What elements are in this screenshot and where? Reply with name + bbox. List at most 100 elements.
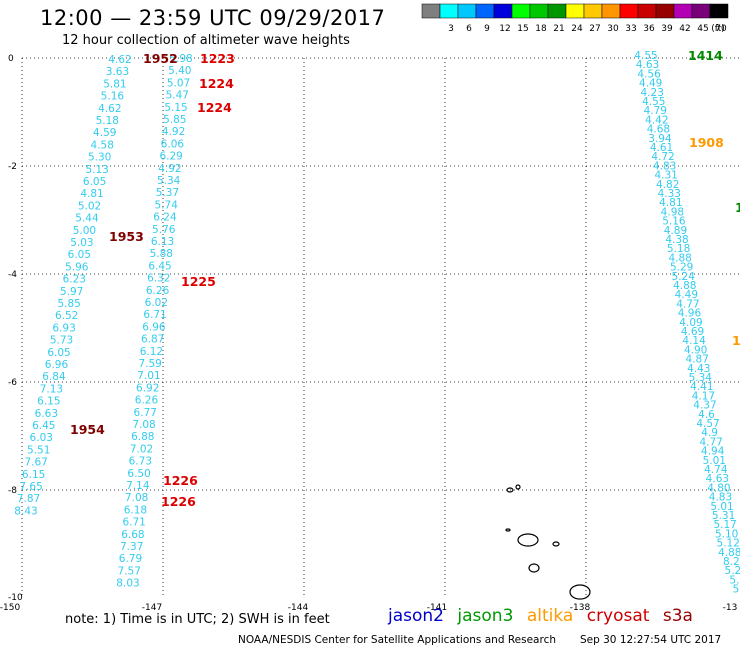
wave-height-label: 5.40 (168, 65, 191, 77)
wave-height-label: 4.33 (658, 188, 681, 200)
scale-label: 33 (625, 24, 636, 34)
pass-time-label: 1224 (199, 76, 234, 91)
wave-height-label: 5 (733, 584, 740, 596)
wave-height-label: 5.29 (670, 262, 693, 274)
wave-height-label: 5.85 (57, 298, 80, 310)
legend-s3a: s3a (662, 606, 693, 626)
wave-height-label: 6.05 (68, 249, 91, 261)
pass-time-label: 1223 (200, 51, 235, 66)
wave-height-label: 5.47 (166, 90, 189, 102)
wave-height-label: 4.83 (653, 160, 676, 172)
wave-height-label: 6.96 (142, 321, 166, 333)
y-tick-label: -6 (8, 378, 17, 388)
wave-height-label: 6.15 (37, 396, 60, 408)
x-tick-label: -150 (0, 603, 20, 613)
wave-height-label: 4.37 (693, 400, 716, 412)
legend-altika: altika (526, 606, 574, 626)
wave-height-label: 5.12 (717, 538, 740, 550)
wave-height-label: 4.49 (675, 289, 698, 301)
island-outline (515, 484, 521, 490)
scale-label: 30 (607, 24, 619, 34)
scale-label: 15 (517, 24, 528, 34)
wave-height-label: 5. (729, 574, 739, 586)
wave-height-label: 7.08 (125, 492, 148, 504)
wave-height-label: 4.72 (651, 151, 674, 163)
wave-height-label: 5.44 (75, 213, 99, 225)
wave-height-label: 6.50 (127, 468, 150, 480)
scale-label: 18 (535, 24, 547, 34)
wave-height-label: 6.63 (35, 408, 58, 420)
wave-height-label: 5.03 (70, 237, 93, 249)
wave-height-label: 5.96 (65, 261, 89, 273)
wave-height-label: 5.13 (85, 164, 108, 176)
x-tick-label: -13 (723, 603, 738, 613)
wave-height-label: 4.41 (690, 381, 713, 393)
wave-height-label: 6.87 (141, 334, 164, 346)
wave-height-label: 5.17 (713, 519, 736, 531)
wave-height-label: 4.88 (668, 252, 691, 264)
wave-height-label: 5.16 (101, 91, 125, 103)
wave-height-label: 4.62 (98, 103, 121, 115)
wave-height-label: 5.30 (88, 152, 111, 164)
wave-height-label: 6.79 (119, 553, 142, 565)
wave-height-label: 8.03 (116, 578, 139, 590)
wave-height-label: 7.87 (17, 493, 40, 505)
legend-jason2: jason2 (388, 606, 444, 626)
wave-height-label: 5.10 (715, 528, 738, 540)
wave-height-label: 8.43 (14, 505, 37, 517)
wave-height-label: 5.2 (725, 565, 740, 577)
wave-height-label: 5.51 (27, 444, 50, 456)
wave-height-label: 4.90 (684, 344, 707, 356)
wave-height-label: 8.2 (723, 556, 740, 568)
wave-height-label: 5.07 (167, 77, 190, 89)
wave-height-label: 4.89 (664, 225, 687, 237)
wave-height-label: 4.81 (80, 188, 103, 200)
wave-height-label: 6.84 (42, 371, 66, 383)
wave-height-label: 7.01 (137, 370, 160, 382)
wave-height-label: 5.73 (50, 335, 73, 347)
wave-height-label: 6.15 (22, 469, 45, 481)
wave-height-label: 7.67 (24, 457, 47, 469)
island-outline (552, 541, 560, 547)
wave-height-label: 6.92 (136, 382, 159, 394)
wave-height-label: 5.74 (155, 199, 179, 211)
wave-height-label: 5.01 (703, 455, 726, 467)
wave-height-label: 5.85 (163, 114, 186, 126)
wave-height-label: 6.05 (47, 347, 70, 359)
wave-height-label: 4.96 (678, 308, 702, 320)
credit-line: NOAA/NESDIS Center for Satellite Applica… (238, 634, 556, 646)
wave-height-label: 6.03 (30, 432, 53, 444)
wave-height-label: 6.93 (52, 322, 75, 334)
wave-height-label: 4.17 (692, 390, 715, 402)
wave-height-label: 3.63 (106, 66, 129, 78)
wave-height-label: 4.74 (704, 464, 728, 476)
scale-label: 36 (643, 24, 655, 34)
map-title: 12:00 — 23:59 UTC 09/29/2017 (40, 6, 386, 30)
wave-height-label: 4.88 (673, 280, 696, 292)
x-tick-label: -147 (142, 603, 162, 613)
wave-height-label: 4.92 (158, 163, 181, 175)
wave-height-label: 5.81 (103, 78, 126, 90)
x-tick-label: -138 (570, 603, 591, 613)
wave-height-label: 4.77 (676, 298, 699, 310)
wave-height-label: 5.00 (73, 225, 96, 237)
scale-swatch (709, 3, 729, 19)
wave-height-label: 5.88 (150, 248, 173, 260)
wave-height-label: 7.59 (138, 358, 161, 370)
wave-height-label: 4.79 (644, 105, 667, 117)
wave-height-label: 4.98 (661, 206, 684, 218)
wave-height-label: 6.06 (161, 138, 185, 150)
wave-height-label: 4.62 (108, 54, 131, 66)
wave-height-label: 7.37 (120, 541, 143, 553)
scale-label: 39 (661, 24, 673, 34)
island-outline (505, 528, 511, 532)
pass-time-label: 1226 (161, 494, 196, 509)
wave-height-label: 4.14 (682, 335, 706, 347)
wave-height-label: 7.13 (40, 383, 63, 395)
island-outline (506, 487, 514, 493)
wave-height-label: 6.77 (134, 407, 157, 419)
y-tick-label: -10 (8, 593, 23, 603)
wave-height-label: 6.52 (55, 310, 78, 322)
wave-height-label: 4.9 (701, 427, 718, 439)
